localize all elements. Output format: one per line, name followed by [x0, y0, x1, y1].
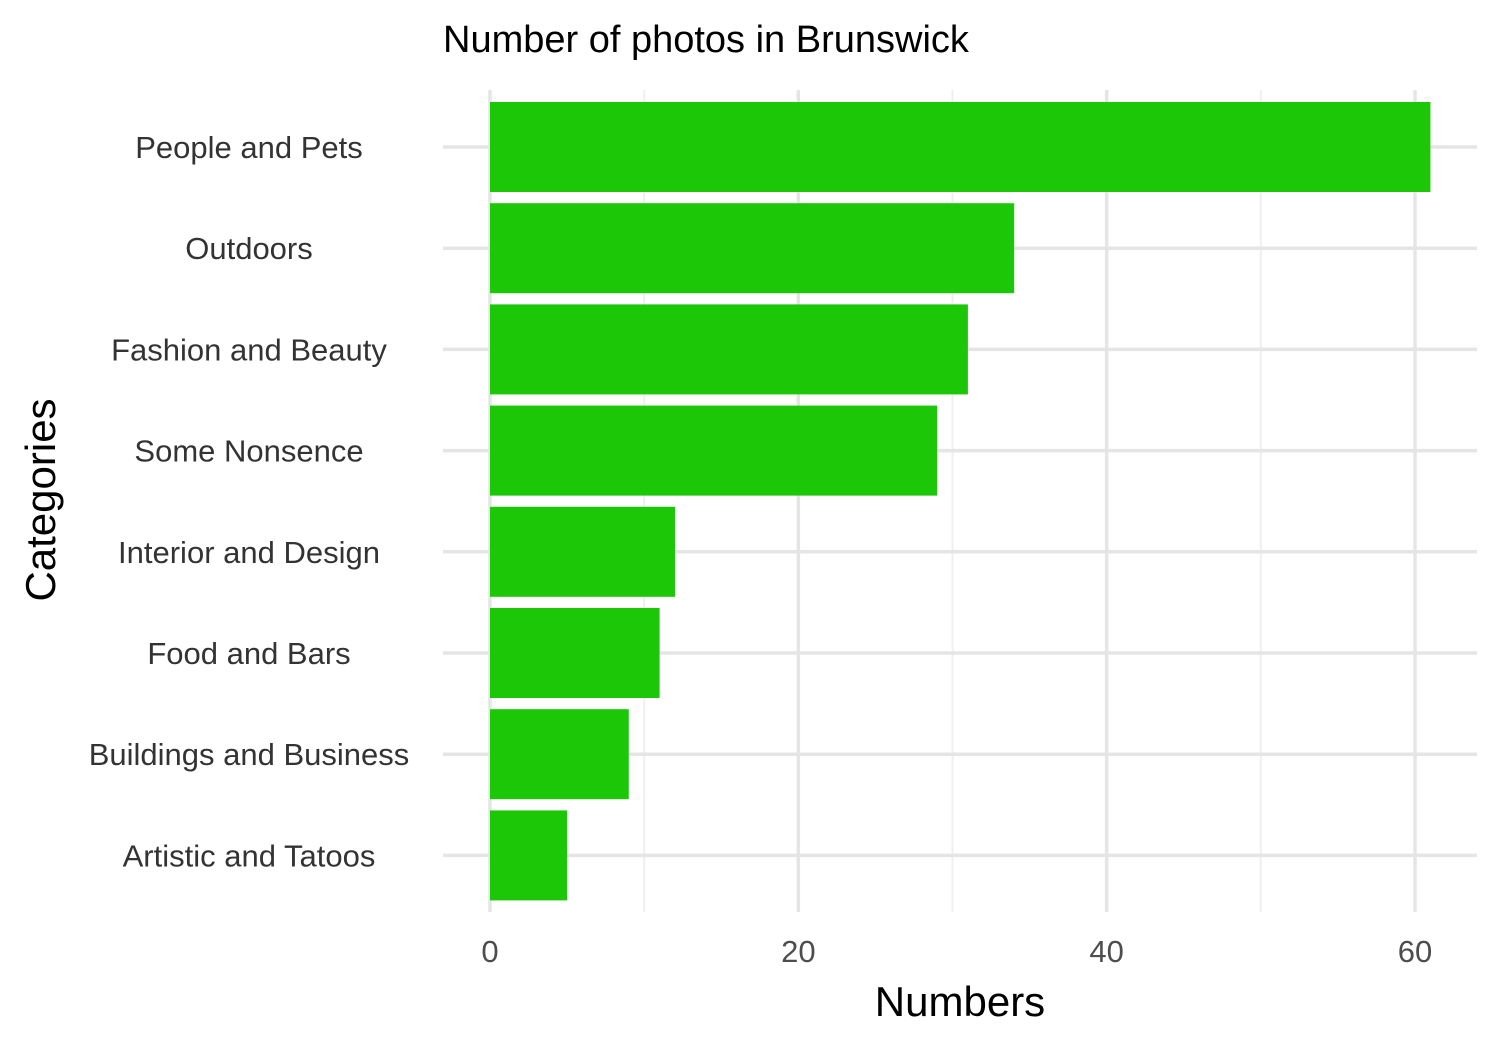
chart-title: Number of photos in Brunswick [443, 19, 970, 61]
category-label: Some Nonsence [134, 434, 363, 469]
category-label: Buildings and Business [89, 737, 410, 772]
category-label: Food and Bars [147, 636, 350, 671]
bar [490, 709, 629, 800]
category-label: Fashion and Beauty [111, 332, 387, 367]
bar [490, 506, 675, 597]
bar [490, 810, 568, 901]
x-tick-label: 0 [481, 934, 498, 969]
category-labels: People and Pets Outdoors Fashion and Beaut… [89, 130, 410, 873]
bar [490, 608, 660, 698]
x-axis-title: Numbers [875, 978, 1045, 1025]
bar [490, 405, 938, 496]
bar [490, 102, 1431, 192]
bar [490, 304, 968, 395]
x-tick-label: 20 [781, 934, 815, 969]
category-label: Outdoors [185, 231, 313, 266]
x-tick-label: 40 [1089, 934, 1123, 969]
bars [490, 102, 1431, 901]
x-tick-labels: 0 20 40 60 [481, 934, 1432, 969]
bar [490, 203, 1015, 294]
y-axis-title: Categories [17, 398, 64, 601]
x-tick-label: 60 [1398, 934, 1432, 969]
category-label: Artistic and Tatoos [123, 838, 376, 873]
category-label: Interior and Design [118, 535, 380, 570]
category-label: People and Pets [135, 130, 363, 165]
